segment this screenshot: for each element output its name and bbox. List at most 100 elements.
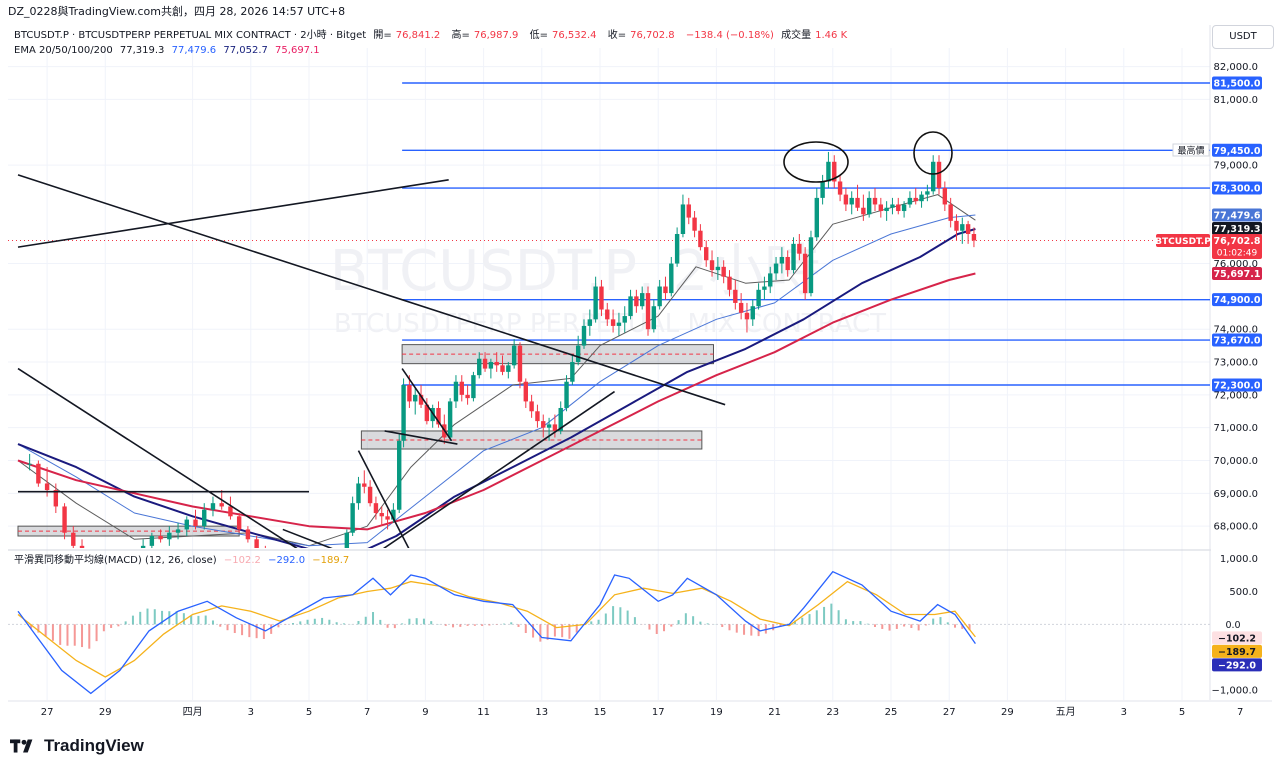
ema20-line [17, 194, 976, 547]
macd-hist-tag: −102.2 [1218, 633, 1256, 644]
macd-histogram-bar [502, 623, 505, 625]
candle [733, 289, 738, 303]
macd-histogram-bar [568, 624, 571, 639]
macd-hist-tag-bg [1212, 631, 1262, 645]
chart-caption: DZ_0228與TradingView.com共創，四月 28, 2026 14… [0, 0, 1280, 24]
macd-histogram-bar [735, 624, 738, 633]
candle [500, 365, 505, 372]
candle [36, 463, 41, 484]
candle [27, 463, 32, 465]
candle [552, 424, 558, 431]
time-tick-label: 13 [535, 707, 548, 718]
candle [930, 161, 936, 192]
last-price-countdown: 01:02:49 [1217, 248, 1258, 258]
trendline [401, 368, 453, 442]
price-tick-label: 76,000.0 [1213, 259, 1258, 270]
time-tick-label: 19 [710, 707, 723, 718]
macd-histogram-bar [37, 624, 40, 633]
level-price-tag: 72,300.0 [1214, 381, 1261, 392]
candle [517, 345, 523, 382]
level-price-tag-bg [1212, 378, 1262, 392]
high-value: 76,987.9 [473, 30, 519, 41]
watermark-line1: BTCUSDT.P, 2小時 [330, 239, 820, 304]
currency-button[interactable]: USDT [1212, 25, 1274, 49]
macd-pane [8, 570, 1210, 695]
ema200-price-tag: 75,697.1 [1214, 269, 1261, 280]
candle [570, 362, 575, 382]
macd-histogram-bar [699, 621, 702, 625]
macd-histogram-bar [721, 624, 724, 627]
macd-title[interactable]: 平滑異同移動平均線(MACD) (12, 26, close) [14, 555, 217, 566]
candle [599, 286, 604, 310]
candle [709, 260, 715, 271]
symbol-name[interactable]: BTCUSDT.P · BTCUSDTPERP PERPETUAL MIX CO… [14, 30, 367, 41]
macd-histogram-bar [830, 603, 833, 625]
macd-histogram-bar [270, 624, 273, 634]
candle [397, 440, 402, 510]
close-label: 收= [607, 30, 627, 41]
candle [593, 286, 598, 320]
candle [228, 506, 233, 517]
horizontal-levels[interactable] [8, 82, 1210, 386]
zone-3 [17, 525, 240, 537]
candle [149, 536, 155, 546]
macd-histogram-bar [612, 606, 615, 625]
macd-histogram-bar [110, 624, 113, 628]
trendline [357, 450, 410, 548]
macd-histogram-bar [255, 624, 258, 639]
high-label: 高= [451, 30, 470, 41]
macd-histogram-bar [299, 621, 302, 625]
macd-histogram-bar [219, 624, 222, 627]
macd-histogram-bar [364, 616, 367, 625]
ath-label-bg [1172, 143, 1210, 157]
macd-histogram-bar [844, 619, 847, 625]
candles [27, 151, 977, 548]
supply-demand-zones[interactable] [17, 344, 714, 537]
top-circles[interactable] [783, 131, 953, 183]
time-tick-label: 27 [943, 707, 956, 718]
price-tick-label: 72,000.0 [1213, 390, 1258, 401]
price-tick-label: 74,000.0 [1213, 325, 1258, 336]
macd-histogram-bar [510, 622, 513, 625]
top-circle-2[interactable] [913, 131, 953, 175]
candle [663, 286, 668, 294]
candle [942, 188, 948, 205]
time-tick-label: 29 [1001, 707, 1014, 718]
candle [773, 263, 779, 274]
tradingview-logo[interactable]: TradingView [10, 736, 144, 756]
ema-label[interactable]: EMA 20/50/100/200 [14, 45, 113, 56]
time-tick-label: 23 [826, 707, 839, 718]
candle [407, 385, 412, 402]
ema100-line [17, 228, 976, 548]
candle [884, 207, 889, 212]
level-price-tag-bg [1212, 293, 1262, 307]
ema200-price-tag-bg [1212, 266, 1262, 280]
trendlines[interactable] [17, 174, 726, 566]
level-price-tag: 79,450.0 [1214, 146, 1261, 157]
macd-histogram-bar [452, 624, 455, 628]
macd-histogram-bar [277, 624, 280, 628]
candle [698, 230, 703, 248]
candle [385, 516, 390, 520]
candle [541, 421, 546, 428]
candle [762, 286, 767, 290]
top-circle-1[interactable] [783, 141, 849, 183]
price-tick-label: 82,000.0 [1213, 62, 1258, 73]
macd-histogram-bar [786, 623, 789, 625]
candle [820, 181, 825, 198]
candle [715, 266, 721, 271]
macd-histogram-bar [372, 612, 375, 625]
time-axis[interactable]: 27 29 四月 3 5 7 9 11 13 15 17 19 21 23 25 27 29 五月 3 5 7 [8, 700, 1272, 718]
macd-histogram-bar [903, 624, 906, 627]
macd-histogram-bar [248, 624, 251, 638]
candle [494, 362, 499, 366]
time-tick-label: 25 [885, 707, 898, 718]
candle [919, 194, 924, 202]
candle [674, 234, 680, 264]
price-axis[interactable]: 82,000.0 81,000.0 79,000.0 76,000.0 74,000.0… [1155, 48, 1280, 700]
macd-histogram-bar [939, 617, 942, 625]
level-price-tag-bg [1212, 76, 1262, 90]
ema50-line [17, 214, 976, 547]
time-tick-label: 7 [364, 707, 370, 718]
